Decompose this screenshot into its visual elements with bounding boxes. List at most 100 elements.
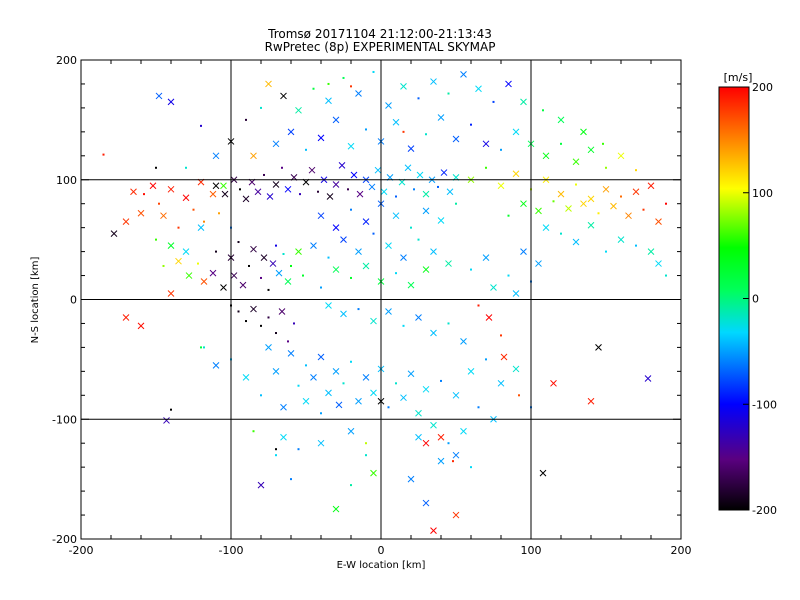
data-point-dot (170, 408, 172, 411)
data-point-cross (467, 367, 475, 375)
data-point-dot (605, 166, 607, 169)
data-point-dot (417, 97, 420, 100)
data-point-dot (260, 276, 262, 279)
data-point-dot (395, 272, 397, 275)
data-point-cross (415, 314, 422, 321)
data-point-cross (335, 401, 343, 409)
data-point-dot (470, 268, 472, 271)
data-point-cross (242, 373, 250, 381)
data-point-cross (497, 379, 505, 387)
data-point-dot (197, 262, 199, 265)
axis-ticks (80, 59, 682, 540)
data-point-cross (355, 248, 362, 255)
data-point-cross (572, 238, 580, 246)
data-point-cross (287, 128, 295, 136)
data-point-cross (155, 92, 163, 100)
data-point-dot (500, 334, 502, 337)
data-point-cross (197, 224, 205, 232)
data-point-cross (565, 205, 572, 212)
data-point-dot (425, 133, 427, 136)
data-point-cross (317, 353, 325, 361)
data-point-dot (642, 208, 645, 211)
data-point-cross (542, 152, 550, 160)
data-point-cross (452, 451, 460, 459)
data-point-cross (167, 98, 175, 106)
data-point-cross (445, 260, 452, 267)
data-point-cross (130, 188, 137, 196)
data-point-dot (248, 264, 250, 267)
data-point-cross (250, 152, 257, 160)
data-point-dot (470, 123, 472, 126)
data-point-dot (507, 214, 510, 217)
data-point-cross (209, 190, 217, 198)
data-point-dot (350, 85, 352, 88)
data-point-cross (422, 207, 430, 215)
data-point-cross (422, 439, 430, 447)
data-point-cross (355, 397, 362, 405)
data-point-cross (380, 188, 388, 196)
data-point-dot (447, 322, 450, 325)
colorbar-unit-label: [m/s] (724, 71, 753, 84)
data-point-dot (470, 466, 472, 469)
data-point-cross (392, 118, 400, 126)
data-point-dot (260, 394, 262, 397)
data-point-cross (557, 116, 565, 124)
data-point-cross (338, 162, 346, 169)
data-point-cross (535, 260, 542, 267)
data-point-cross (422, 190, 430, 198)
data-point-dot (350, 276, 352, 279)
data-point-cross (460, 427, 467, 435)
data-point-cross (580, 128, 587, 136)
data-point-cross (587, 146, 595, 154)
data-point-cross (347, 142, 355, 150)
data-point-dot (275, 448, 277, 451)
y-axis-label: N-S location [km] (30, 257, 41, 344)
data-point-cross (163, 417, 170, 424)
data-point-dot (665, 202, 667, 205)
data-point-cross (482, 254, 490, 261)
data-point-cross (595, 344, 602, 351)
data-point-cross (242, 195, 250, 203)
data-point-cross (260, 254, 268, 261)
data-point-cross (572, 158, 580, 166)
data-point-cross (460, 71, 467, 78)
data-point-cross (340, 236, 347, 243)
data-point-cross (539, 469, 547, 477)
data-point-dot (440, 379, 442, 382)
data-point-cross (200, 278, 208, 285)
data-point-dot (455, 202, 457, 205)
data-point-cross (385, 102, 392, 109)
x-tick-label: 0 (378, 544, 385, 557)
data-point-cross (580, 200, 587, 208)
data-point-cross (310, 373, 317, 381)
data-point-cross (295, 106, 302, 114)
data-point-cross (407, 370, 415, 378)
data-point-dot (215, 250, 217, 253)
data-point-dot (507, 274, 510, 277)
data-point-cross (550, 379, 557, 387)
data-point-dot (200, 346, 202, 349)
data-point-dot (387, 406, 390, 409)
data-point-dot (245, 118, 247, 121)
data-point-dot (239, 188, 241, 191)
data-point-dot (218, 212, 220, 215)
data-point-cross (257, 481, 265, 489)
data-point-cross (400, 254, 407, 261)
data-point-cross (632, 188, 640, 196)
data-point-cross (446, 188, 454, 196)
data-point-dot (203, 346, 205, 349)
data-point-dot (260, 106, 262, 109)
data-point-cross (340, 310, 347, 318)
y-tick-label: -200 (52, 533, 77, 546)
data-point-cross (430, 527, 437, 534)
data-point-cross (122, 314, 130, 321)
data-point-cross (272, 367, 280, 375)
data-point-cross (347, 427, 355, 435)
data-point-cross (122, 218, 130, 226)
data-point-dot (500, 148, 502, 151)
data-point-dot (290, 264, 292, 267)
data-point-dot (372, 70, 375, 73)
data-point-cross (280, 433, 287, 441)
data-point-cross (512, 128, 520, 136)
data-point-cross (332, 266, 340, 273)
